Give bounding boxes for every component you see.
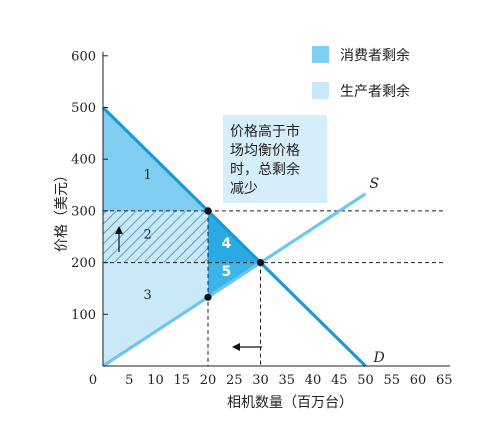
legend-label-consumer: 消费者剩余 xyxy=(340,47,410,64)
region-2-label: 2 xyxy=(143,227,151,242)
y-tick-label: 600 xyxy=(71,49,96,64)
x-tick-label: 30 xyxy=(252,373,269,388)
x-tick-label: 15 xyxy=(173,373,190,388)
x-tick-label: 60 xyxy=(410,373,427,388)
annotation-line-2: 场均衡价格 xyxy=(230,143,300,159)
y-axis-label: 价格（美元） xyxy=(54,168,70,252)
region-2-transfer-hatched xyxy=(103,210,208,263)
point-equilibrium xyxy=(256,259,265,267)
y-tick-label: 200 xyxy=(71,256,96,271)
point-price-floor-demand xyxy=(204,207,212,215)
region-3-producer-surplus xyxy=(103,262,208,366)
demand-curve-label: D xyxy=(373,350,385,366)
x-tick-label: 5 xyxy=(125,373,133,388)
supply-curve xyxy=(102,192,367,368)
region-1-label: 1 xyxy=(143,168,151,183)
price-up-arrow xyxy=(115,226,123,252)
annotation-line-4: 减少 xyxy=(230,181,258,197)
region-5-label: 5 xyxy=(222,264,232,280)
x-tick-label: 0 xyxy=(89,373,97,388)
x-tick-label: 10 xyxy=(147,373,164,388)
x-tick-label: 20 xyxy=(200,373,217,388)
x-tick-label: 50 xyxy=(357,373,374,388)
y-tick-label: 100 xyxy=(71,308,96,323)
supply-curve-label: S xyxy=(370,176,380,192)
legend: 消费者剩余 生产者剩余 xyxy=(312,46,410,100)
y-tick-label: 400 xyxy=(71,153,96,168)
x-ticks: 0 5 10 15 20 25 30 35 40 45 50 55 60 65 xyxy=(89,373,453,388)
x-tick-label: 25 xyxy=(226,373,243,388)
annotation-line-3: 时，总剩余 xyxy=(230,161,300,178)
legend-swatch-consumer xyxy=(312,46,329,63)
x-axis-label: 相机数量（百万台） xyxy=(227,395,353,411)
point-supply-at-qd xyxy=(204,293,212,301)
y-tick-label: 500 xyxy=(71,101,96,116)
y-ticks: 100 200 300 400 500 600 xyxy=(71,49,108,323)
x-tick-label: 35 xyxy=(278,373,295,388)
demand-curve xyxy=(101,106,367,368)
region-3-label: 3 xyxy=(143,288,151,303)
x-tick-label: 40 xyxy=(305,373,322,388)
quantity-left-arrow xyxy=(232,343,262,351)
region-4-label: 4 xyxy=(222,236,232,252)
x-tick-label: 45 xyxy=(331,373,348,388)
legend-swatch-producer xyxy=(312,82,329,99)
legend-label-producer: 生产者剩余 xyxy=(340,83,410,100)
annotation-box: 价格高于市 场均衡价格 时，总剩余 减少 xyxy=(223,115,327,203)
x-tick-label: 55 xyxy=(383,373,400,388)
annotation-line-1: 价格高于市 xyxy=(230,123,300,140)
x-tick-label: 65 xyxy=(436,373,453,388)
y-tick-label: 300 xyxy=(71,204,96,219)
